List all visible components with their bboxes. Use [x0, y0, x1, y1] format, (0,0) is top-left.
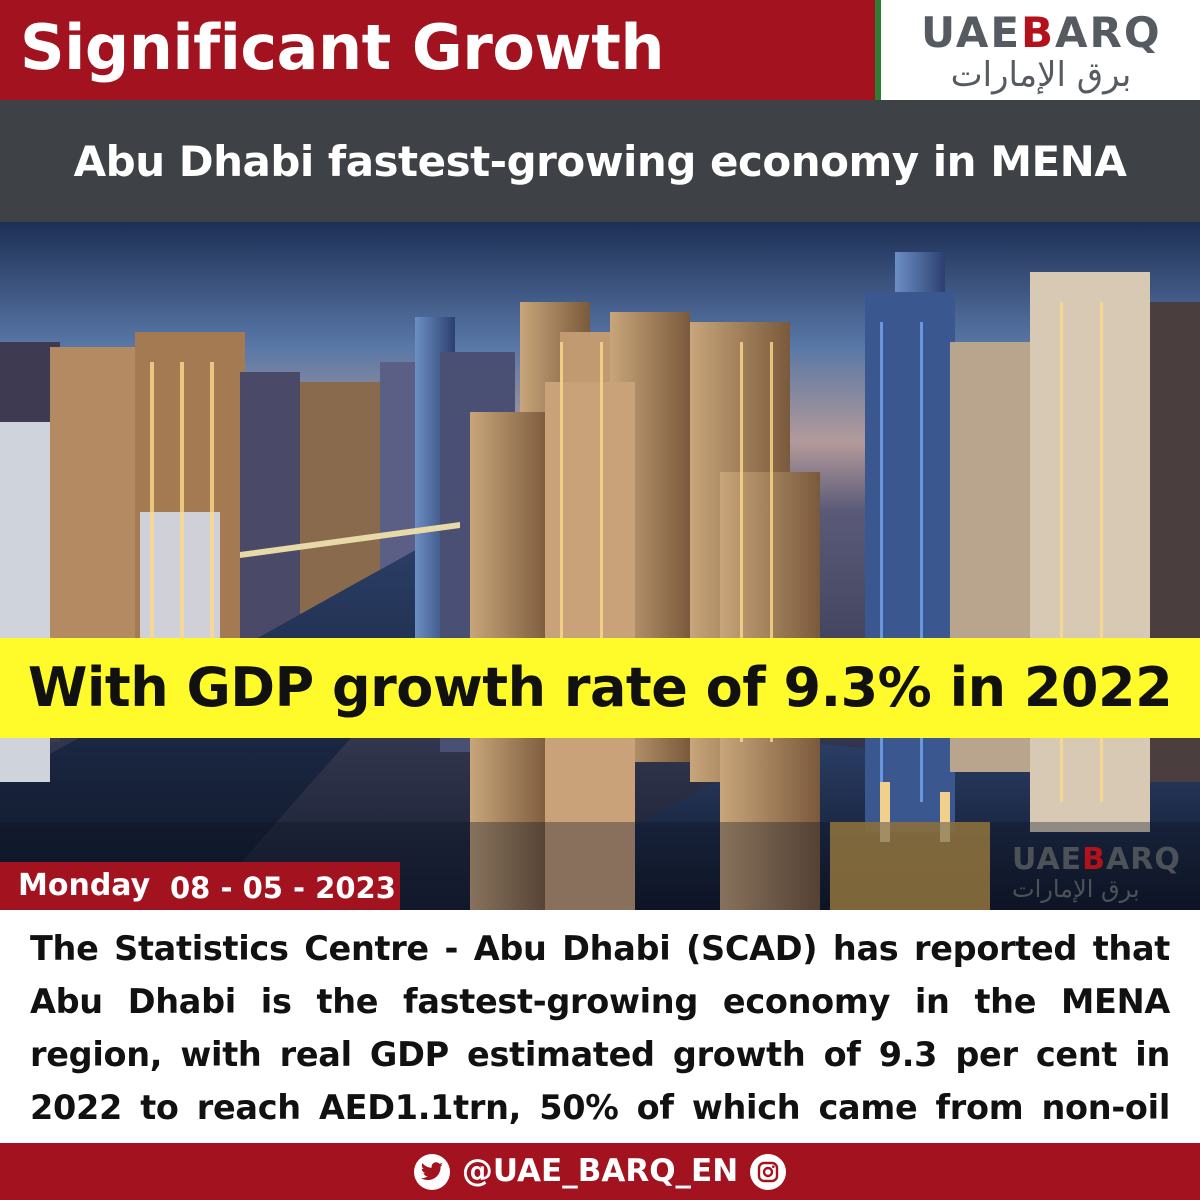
twitter-icon[interactable]	[413, 1153, 450, 1190]
footer-bar: @UAE_BARQ_EN	[0, 1143, 1200, 1200]
social-handle-row: @UAE_BARQ_EN	[0, 1143, 1200, 1200]
subheader-bar: Abu Dhabi fastest-growing economy in MEN…	[0, 100, 1200, 266]
date-badge: Monday 08 - 05 - 2023	[0, 862, 400, 910]
header-bar: Significant Growth	[0, 0, 875, 100]
date-day: Monday	[18, 868, 151, 903]
skyline-illustration	[0, 222, 1200, 910]
header-green-stripe	[875, 0, 881, 100]
instagram-icon[interactable]	[750, 1153, 787, 1190]
highlight-text: With GDP growth rate of 9.3% in 2022	[27, 656, 1173, 719]
brand-logo-latin: UAEBARQ	[921, 8, 1162, 57]
highlight-banner: With GDP growth rate of 9.3% in 2022	[0, 638, 1200, 738]
date-value: 08 - 05 - 2023	[170, 871, 396, 905]
article-body: The Statistics Centre - Abu Dhabi (SCAD)…	[30, 929, 1170, 1180]
photo-watermark-logo: UAEBARQ برق الإمارات	[1012, 844, 1182, 904]
social-handle[interactable]: @UAE_BARQ_EN	[461, 1153, 739, 1189]
brand-logo-arabic: برق الإمارات	[950, 55, 1132, 95]
watermark-logo-arabic: برق الإمارات	[1012, 875, 1140, 903]
city-skyline-photo: UAEBARQ برق الإمارات	[0, 222, 1200, 910]
page-title: Significant Growth	[20, 11, 664, 84]
watermark-logo-latin: UAEBARQ	[1012, 842, 1181, 877]
brand-logo: UAEBARQ برق الإمارات	[881, 0, 1200, 100]
